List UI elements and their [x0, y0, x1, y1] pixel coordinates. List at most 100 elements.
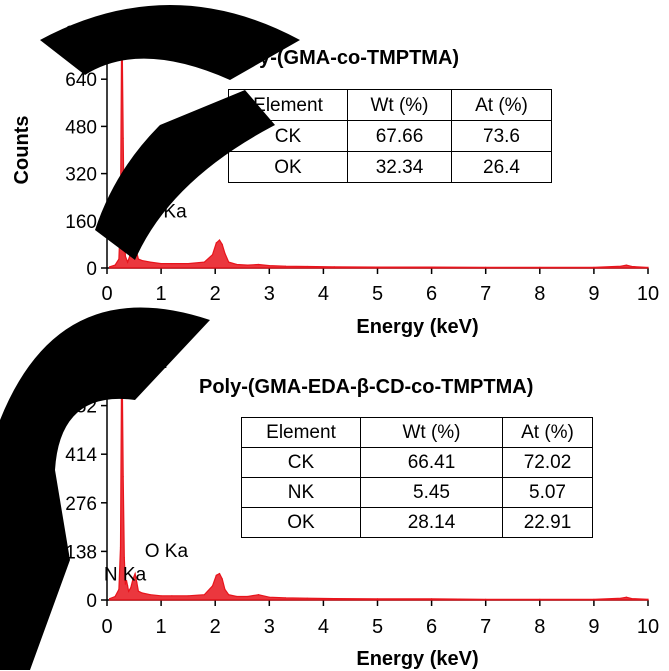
spectrum-point [485, 266, 487, 268]
x-axis-label: Energy (keV) [356, 648, 478, 670]
x-tick-label: 0 [101, 283, 112, 305]
spectrum-point [121, 34, 123, 36]
peak-label: C Ka [124, 28, 167, 49]
spectrum-point [268, 265, 270, 267]
spectrum-point [171, 263, 173, 265]
spectrum-point [236, 595, 238, 598]
spectrum-point [284, 597, 287, 599]
spectrum-point [218, 239, 221, 241]
y-tick-label: 0 [86, 259, 97, 280]
spectrum-point [109, 598, 111, 600]
spectrum-point [228, 594, 230, 596]
spectrum-point [593, 598, 595, 600]
chart-title: Poly-(GMA-co-TMPTMA) [228, 47, 459, 69]
cell-wt: 32.34 [347, 151, 452, 183]
x-tick-label: 8 [534, 283, 545, 305]
spectrum-point [203, 261, 205, 263]
table-row: OK 32.34 26.4 [228, 151, 552, 183]
x-tick-label: 7 [480, 616, 491, 638]
header-element: Element [228, 89, 348, 121]
spectrum-point [124, 255, 126, 257]
cell-element: CK [241, 447, 361, 478]
spectrum-point [268, 596, 270, 598]
spectrum-point [131, 235, 133, 237]
table-row: CK 67.66 73.6 [228, 120, 552, 152]
spectrum-point [376, 266, 379, 268]
y-tick-label: 320 [65, 165, 97, 186]
x-tick-label: 2 [210, 283, 221, 305]
spectrum-point [218, 573, 221, 575]
header-at: At (%) [502, 417, 593, 448]
x-tick-label: 5 [372, 616, 383, 638]
spectrum-point [134, 232, 136, 234]
y-tick-label: 160 [65, 212, 97, 233]
spectrum-point [119, 546, 122, 548]
x-tick-label: 8 [534, 616, 545, 638]
spectrum-point [121, 37, 123, 39]
spectrum-point [109, 266, 111, 268]
spectrum-point [133, 223, 135, 225]
spectrum-point [485, 598, 487, 600]
y-tick-label: 138 [65, 542, 97, 563]
header-wt: Wt (%) [347, 89, 452, 121]
spectrum-point [211, 585, 214, 587]
spectrum-point [141, 592, 143, 594]
spectrum-point [187, 595, 189, 597]
peak-label: O Ka [145, 541, 189, 562]
spectrum-point [114, 595, 116, 598]
y-tick-label: 552 [65, 397, 97, 418]
spectrum-point [187, 263, 189, 265]
spectrum-point [431, 266, 433, 268]
spectrum-point [625, 596, 628, 598]
spectrum-point [539, 598, 541, 600]
cell-at: 5.07 [502, 477, 593, 508]
spectrum-point [137, 590, 139, 592]
cell-element: OK [228, 151, 348, 183]
spectrum-point [236, 263, 238, 266]
x-tick-label: 10 [637, 283, 659, 305]
spectrum-point [121, 359, 123, 362]
table-row: NK 5.45 5.07 [241, 477, 593, 508]
spectrum-point [203, 594, 205, 596]
spectrum-point [631, 598, 633, 600]
spectrum-point [221, 578, 223, 580]
header-at: At (%) [451, 89, 552, 121]
spectrum-point [247, 595, 249, 598]
x-tick-label: 3 [264, 616, 275, 638]
y-tick-label: 276 [65, 494, 97, 515]
spectrum-point [130, 587, 132, 589]
cell-at: 72.02 [502, 447, 593, 478]
x-tick-label: 1 [156, 616, 167, 638]
spectrum-point [620, 265, 622, 267]
x-tick-label: 9 [588, 616, 599, 638]
spectrum-point [631, 265, 633, 268]
spectrum-point [306, 265, 308, 268]
spectrum-point [135, 249, 137, 251]
y-tick-label: 414 [65, 445, 97, 466]
spectrum-point [215, 242, 217, 244]
table-row: OK 28.14 22.91 [241, 507, 593, 538]
spectrum-point [333, 598, 335, 600]
spectrum-point [123, 229, 125, 231]
table-header-row: Element Wt (%) At (%) [241, 417, 593, 448]
header-wt: Wt (%) [360, 417, 503, 448]
peak-label: C Ka [124, 352, 167, 373]
spectrum-point [118, 258, 120, 260]
spectrum-point [376, 598, 379, 600]
spectrum-point [123, 557, 125, 559]
cell-wt: 28.14 [360, 507, 503, 538]
spectrum-point [171, 595, 173, 597]
table-header-row: Element Wt (%) At (%) [228, 89, 552, 121]
spectrum-point [224, 588, 226, 591]
spectrum-point [215, 574, 217, 576]
x-tick-label: 9 [588, 283, 599, 305]
spectrum-point [211, 254, 214, 256]
spectrum-point [122, 476, 124, 478]
spectrum-point [257, 263, 260, 266]
spectrum-point [625, 264, 628, 266]
cell-element: NK [241, 477, 361, 508]
x-tick-label: 10 [637, 616, 659, 638]
spectrum-point [127, 261, 129, 263]
cell-wt: 66.41 [360, 447, 503, 478]
x-tick-label: 4 [318, 283, 329, 305]
